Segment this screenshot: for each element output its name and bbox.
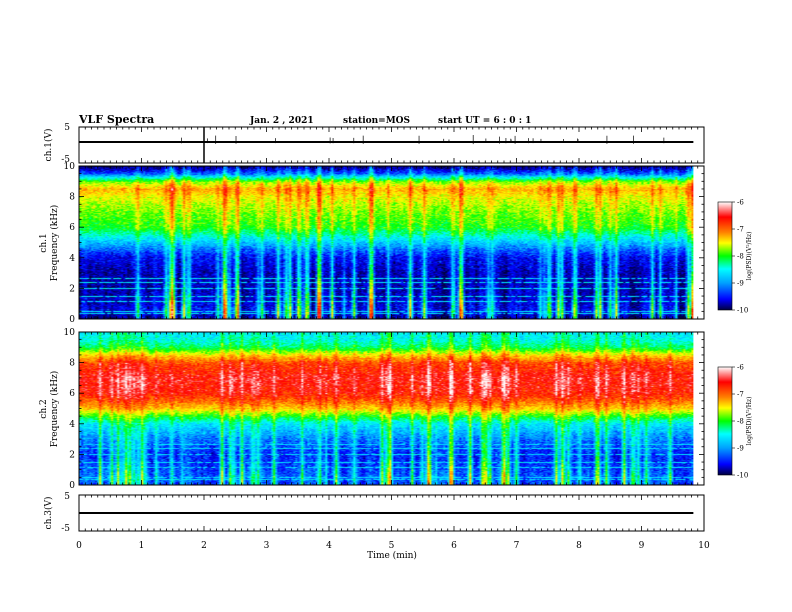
- ch1-ytick-top: 5: [64, 123, 70, 133]
- figure-title: VLF Spectra: [78, 113, 154, 126]
- y-tick-label: 8: [69, 359, 75, 369]
- ch1-spikes: [180, 127, 665, 163]
- ch1-ytick-bottom: -5: [61, 155, 70, 165]
- ch2-colorbar-ticks: -6 -7 -8 -9 -10: [732, 364, 748, 480]
- ch1-spectrogram-ylabel-channel: ch.1: [39, 233, 49, 252]
- colorbar-tick-label: -8: [737, 418, 744, 426]
- x-tick-label: 0: [76, 541, 82, 551]
- x-axis-ticks: [78, 127, 705, 531]
- colorbar-tick-label: -6: [737, 364, 744, 372]
- x-tick-label: 4: [326, 541, 332, 551]
- y-tick-label: 0: [69, 481, 75, 491]
- colorbar-tick-label: -7: [737, 226, 744, 234]
- ch2-spectrogram-ylabel-channel: ch.2: [39, 399, 49, 418]
- y-tick-label: 2: [69, 450, 75, 460]
- ch1-colorbar-gradient: [717, 201, 733, 311]
- y-tick-label: 10: [64, 328, 76, 338]
- ch3-ytick-top: 5: [64, 492, 70, 502]
- y-tick-label: 6: [69, 389, 75, 399]
- ch1-spectrogram-panel: 0 2 4 6 8 10 ch.1 Frequency (kHz): [39, 162, 705, 325]
- colorbar-tick-label: -6: [737, 199, 744, 207]
- y-tick-label: 10: [64, 162, 76, 172]
- ch2-colorbar-label: log(PSD)(V²/Hz): [746, 397, 753, 446]
- ch1-waveform-frame: [78, 126, 705, 164]
- x-tick-label: 8: [576, 541, 582, 551]
- ch3-waveform-ylabel: ch.3(V): [43, 497, 54, 530]
- ch2-spectrogram-ylabel-frequency: Frequency (kHz): [49, 371, 60, 448]
- ch3-waveform-panel: 5 -5 ch.3(V): [43, 492, 705, 534]
- x-tick-label: 5: [389, 541, 395, 551]
- ch2-spectrogram-panel: 0 2 4 6 8 10 ch.2 Frequency (kHz): [39, 328, 705, 491]
- ch1-spectrogram-ylabel-frequency: Frequency (kHz): [49, 205, 60, 282]
- colorbar-tick-label: -8: [737, 253, 744, 261]
- ch2-colorbar-gradient: [717, 366, 733, 476]
- ch1-spectrogram-image: [79, 166, 694, 319]
- header-date: Jan. 2 , 2021: [249, 116, 314, 126]
- colorbar-tick-label: -7: [737, 391, 744, 399]
- colorbar-tick-label: -9: [737, 445, 744, 453]
- x-axis-tick-labels: 0 1 2 3 4 5 6 7 8 9 10: [76, 541, 710, 551]
- header-start-time: start UT = 6 : 0 : 1: [438, 116, 531, 126]
- ch1-spectrogram-yticks: 0 2 4 6 8 10: [64, 162, 704, 325]
- ch1-waveform-ylabel: ch.1(V): [43, 129, 54, 162]
- ch2-spectrogram-image: [79, 332, 694, 485]
- y-tick-label: 4: [69, 420, 75, 430]
- y-tick-label: 8: [69, 193, 75, 203]
- y-tick-label: 6: [69, 223, 75, 233]
- x-tick-label: 3: [264, 541, 270, 551]
- x-tick-label: 1: [139, 541, 145, 551]
- colorbar-tick-label: -9: [737, 280, 744, 288]
- y-tick-label: 4: [69, 254, 75, 264]
- x-tick-label: 7: [514, 541, 520, 551]
- x-axis-label: Time (min): [367, 550, 417, 561]
- ch3-ytick-bottom: -5: [61, 524, 70, 534]
- x-tick-label: 9: [639, 541, 645, 551]
- y-tick-label: 0: [69, 315, 75, 325]
- ch1-waveform-panel: 5 -5 ch.1(V): [43, 123, 705, 165]
- ch1-colorbar-ticks: -6 -7 -8 -9 -10: [732, 199, 748, 315]
- x-tick-label: 10: [698, 541, 710, 551]
- ch2-colorbar: -6 -7 -8 -9 -10 log(PSD)(V²/Hz): [717, 364, 753, 480]
- colorbar-tick-label: -10: [737, 472, 748, 480]
- y-tick-label: 2: [69, 284, 75, 294]
- ch1-colorbar: -6 -7 -8 -9 -10 log(PSD)(V²/Hz): [717, 199, 753, 315]
- colorbar-tick-label: -10: [737, 307, 748, 315]
- ch1-colorbar-label: log(PSD)(V²/Hz): [746, 232, 753, 281]
- x-tick-label: 2: [201, 541, 207, 551]
- ch2-spectrogram-yticks: 0 2 4 6 8 10: [64, 328, 704, 491]
- header-station: station=MOS: [343, 116, 410, 126]
- x-tick-label: 6: [451, 541, 457, 551]
